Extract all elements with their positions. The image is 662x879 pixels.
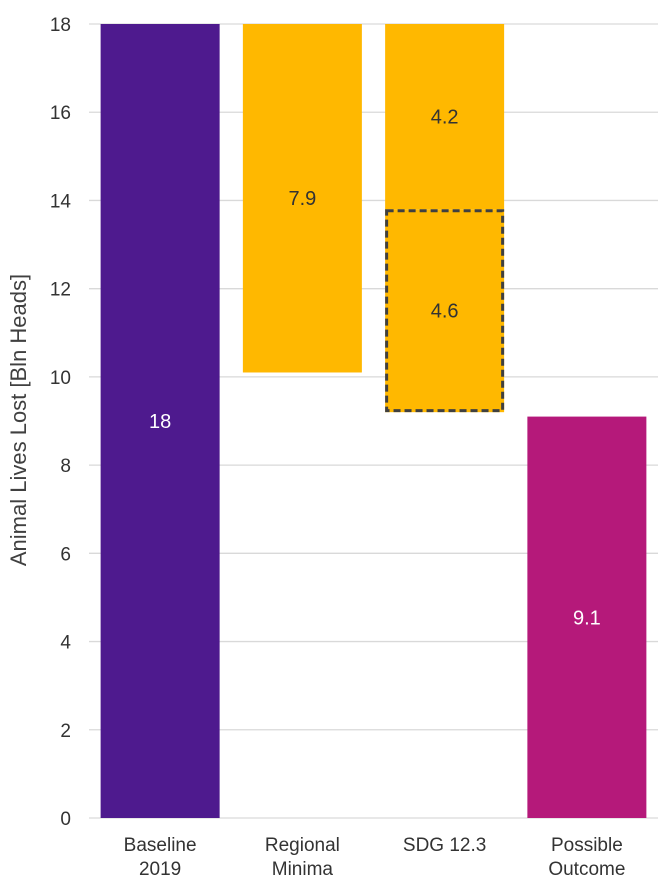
bar-data-label: 18: [149, 411, 171, 433]
y-tick-label: 18: [50, 15, 71, 36]
x-category-label: Regional: [265, 835, 340, 856]
y-axis-title: Animal Lives Lost [Bln Heads]: [6, 274, 31, 566]
y-axis-ticks: 0 2 4 6 8 10 12 14 16 18: [50, 15, 72, 830]
y-tick-label: 16: [50, 103, 71, 124]
bar: [100, 24, 220, 818]
x-axis-categories: Baseline 2019 Regional Minima SDG 12.3 Possib…: [124, 835, 626, 879]
bar: [242, 24, 362, 373]
y-tick-label: 8: [60, 456, 71, 477]
y-tick-label: 0: [60, 809, 71, 830]
y-tick-label: 10: [50, 368, 71, 389]
bar-dashed-outline: [385, 209, 505, 413]
x-category-label: 2019: [139, 859, 181, 879]
bar-data-label: 7.9: [288, 188, 316, 210]
bar-data-label: 4.6: [431, 301, 459, 323]
x-category-label: Possible: [551, 835, 623, 856]
y-tick-label: 2: [60, 721, 71, 742]
y-tick-label: 14: [50, 191, 72, 212]
y-tick-label: 6: [60, 544, 71, 565]
bar: [527, 416, 647, 818]
bar: [385, 24, 505, 210]
y-tick-label: 12: [50, 280, 71, 301]
bars: 18 7.9 4.2 4.6 9.1: [100, 24, 647, 818]
x-category-label: Baseline: [124, 835, 197, 856]
x-category-label: Minima: [272, 859, 334, 879]
y-tick-label: 4: [60, 633, 71, 654]
bar-data-label: 9.1: [573, 607, 601, 629]
bar-data-label: 4.2: [431, 107, 459, 129]
x-category-label: Outcome: [548, 859, 625, 879]
bar: [385, 209, 505, 413]
x-category-label: SDG 12.3: [403, 835, 486, 856]
